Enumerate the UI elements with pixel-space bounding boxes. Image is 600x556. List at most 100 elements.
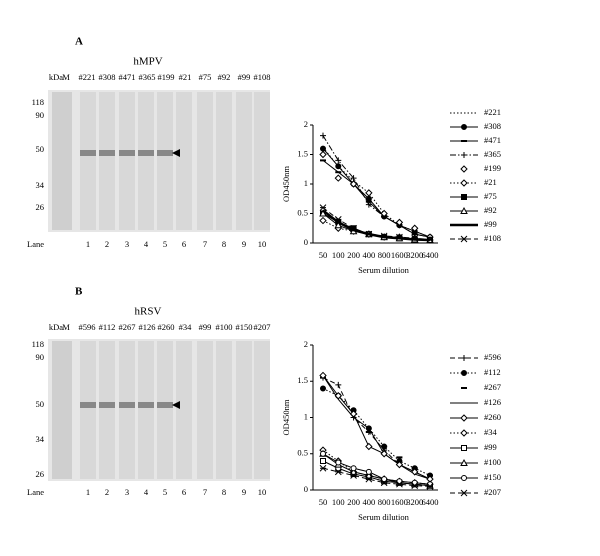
lane-number: 10: [258, 487, 267, 497]
x-tick-label: 3200: [406, 497, 423, 507]
line: [322, 388, 431, 476]
lane-label: Lane: [27, 487, 44, 497]
blot-header: #150: [236, 322, 253, 332]
blot-title: hMPV: [133, 56, 162, 68]
band: [138, 150, 154, 156]
marker-label: 90: [36, 352, 45, 362]
blot-header: #260: [158, 322, 175, 332]
y-tick-label: 0: [304, 484, 308, 494]
point: [426, 483, 434, 490]
lane: [197, 341, 213, 479]
arrowhead: [172, 401, 180, 409]
legend-label: #199: [484, 163, 501, 173]
point: [460, 165, 468, 173]
y-tick-label: 0.5: [297, 448, 308, 458]
point: [460, 206, 468, 214]
lane: [99, 341, 115, 479]
marker-label: 34: [36, 180, 45, 190]
y-tick-label: 1.5: [297, 148, 308, 158]
point: [335, 157, 342, 164]
point: [350, 472, 357, 479]
y-tick-label: 0: [304, 237, 308, 247]
lane: [80, 341, 96, 479]
point: [461, 152, 467, 158]
point: [320, 458, 326, 464]
band: [138, 402, 154, 408]
point: [335, 381, 342, 388]
legend-label: #365: [484, 149, 501, 159]
point: [461, 370, 467, 376]
band: [119, 150, 135, 156]
arrowhead: [172, 149, 180, 157]
lane: [254, 92, 270, 230]
x-tick-label: 200: [347, 250, 360, 260]
point: [349, 467, 358, 475]
legend-label: #99: [484, 442, 497, 452]
line: [322, 375, 431, 480]
point: [334, 221, 343, 229]
blot-header: #99: [238, 72, 251, 82]
marker-label: 26: [36, 202, 45, 212]
lane-number: 5: [163, 487, 167, 497]
point: [460, 489, 468, 497]
point: [411, 224, 419, 232]
band: [80, 150, 96, 156]
lane: [99, 92, 115, 230]
lane: [254, 341, 270, 479]
legend-label: #471: [484, 135, 501, 145]
point: [395, 218, 404, 227]
point: [380, 450, 388, 458]
blot-header: kDa: [49, 322, 63, 332]
lane: [236, 341, 252, 479]
lane-number: 1: [86, 487, 90, 497]
x-tick-label: 50: [319, 250, 328, 260]
y-tick-label: 2: [304, 119, 308, 129]
point: [319, 204, 327, 211]
blot-header: #365: [139, 72, 156, 82]
point: [461, 445, 467, 451]
point: [365, 442, 373, 451]
point: [350, 175, 357, 182]
point: [411, 468, 419, 476]
point: [365, 189, 373, 197]
x-tick-label: 50: [319, 497, 328, 507]
x-tick-label: 1600: [391, 497, 408, 507]
lane-number: 7: [203, 239, 207, 249]
lane-number: 3: [125, 239, 129, 249]
blot-header: M: [62, 72, 70, 82]
legend-label: #260: [484, 412, 501, 422]
point: [461, 355, 467, 361]
blot-header: #267: [119, 322, 136, 332]
x-tick-label: 1600: [391, 250, 408, 260]
blot-header: #596: [79, 322, 96, 332]
point: [320, 132, 326, 139]
band: [99, 402, 115, 408]
blot-header: #21: [179, 72, 192, 82]
point: [335, 163, 342, 170]
lane: [197, 92, 213, 230]
point: [334, 216, 342, 223]
lane-number: 9: [242, 239, 246, 249]
lane: [119, 92, 135, 230]
legend-label: #112: [484, 367, 501, 377]
legend-label: #75: [484, 191, 497, 201]
lane-number: 10: [258, 239, 267, 249]
point: [365, 475, 373, 483]
lane: [216, 92, 232, 230]
x-tick-label: 800: [378, 497, 391, 507]
x-tick-label: 400: [362, 250, 375, 260]
lane: [138, 92, 154, 230]
point: [350, 465, 357, 472]
blot-header: #471: [119, 72, 136, 82]
blot-header: #99: [199, 322, 212, 332]
y-tick-label: 0.5: [297, 207, 308, 217]
point: [349, 180, 358, 188]
point: [461, 475, 467, 481]
point: [460, 179, 468, 187]
point: [319, 464, 327, 472]
legend-label: #99: [484, 219, 497, 229]
x-tick-label: 100: [332, 497, 345, 507]
x-axis-label: Serum dilution: [358, 265, 410, 275]
point: [380, 479, 388, 487]
